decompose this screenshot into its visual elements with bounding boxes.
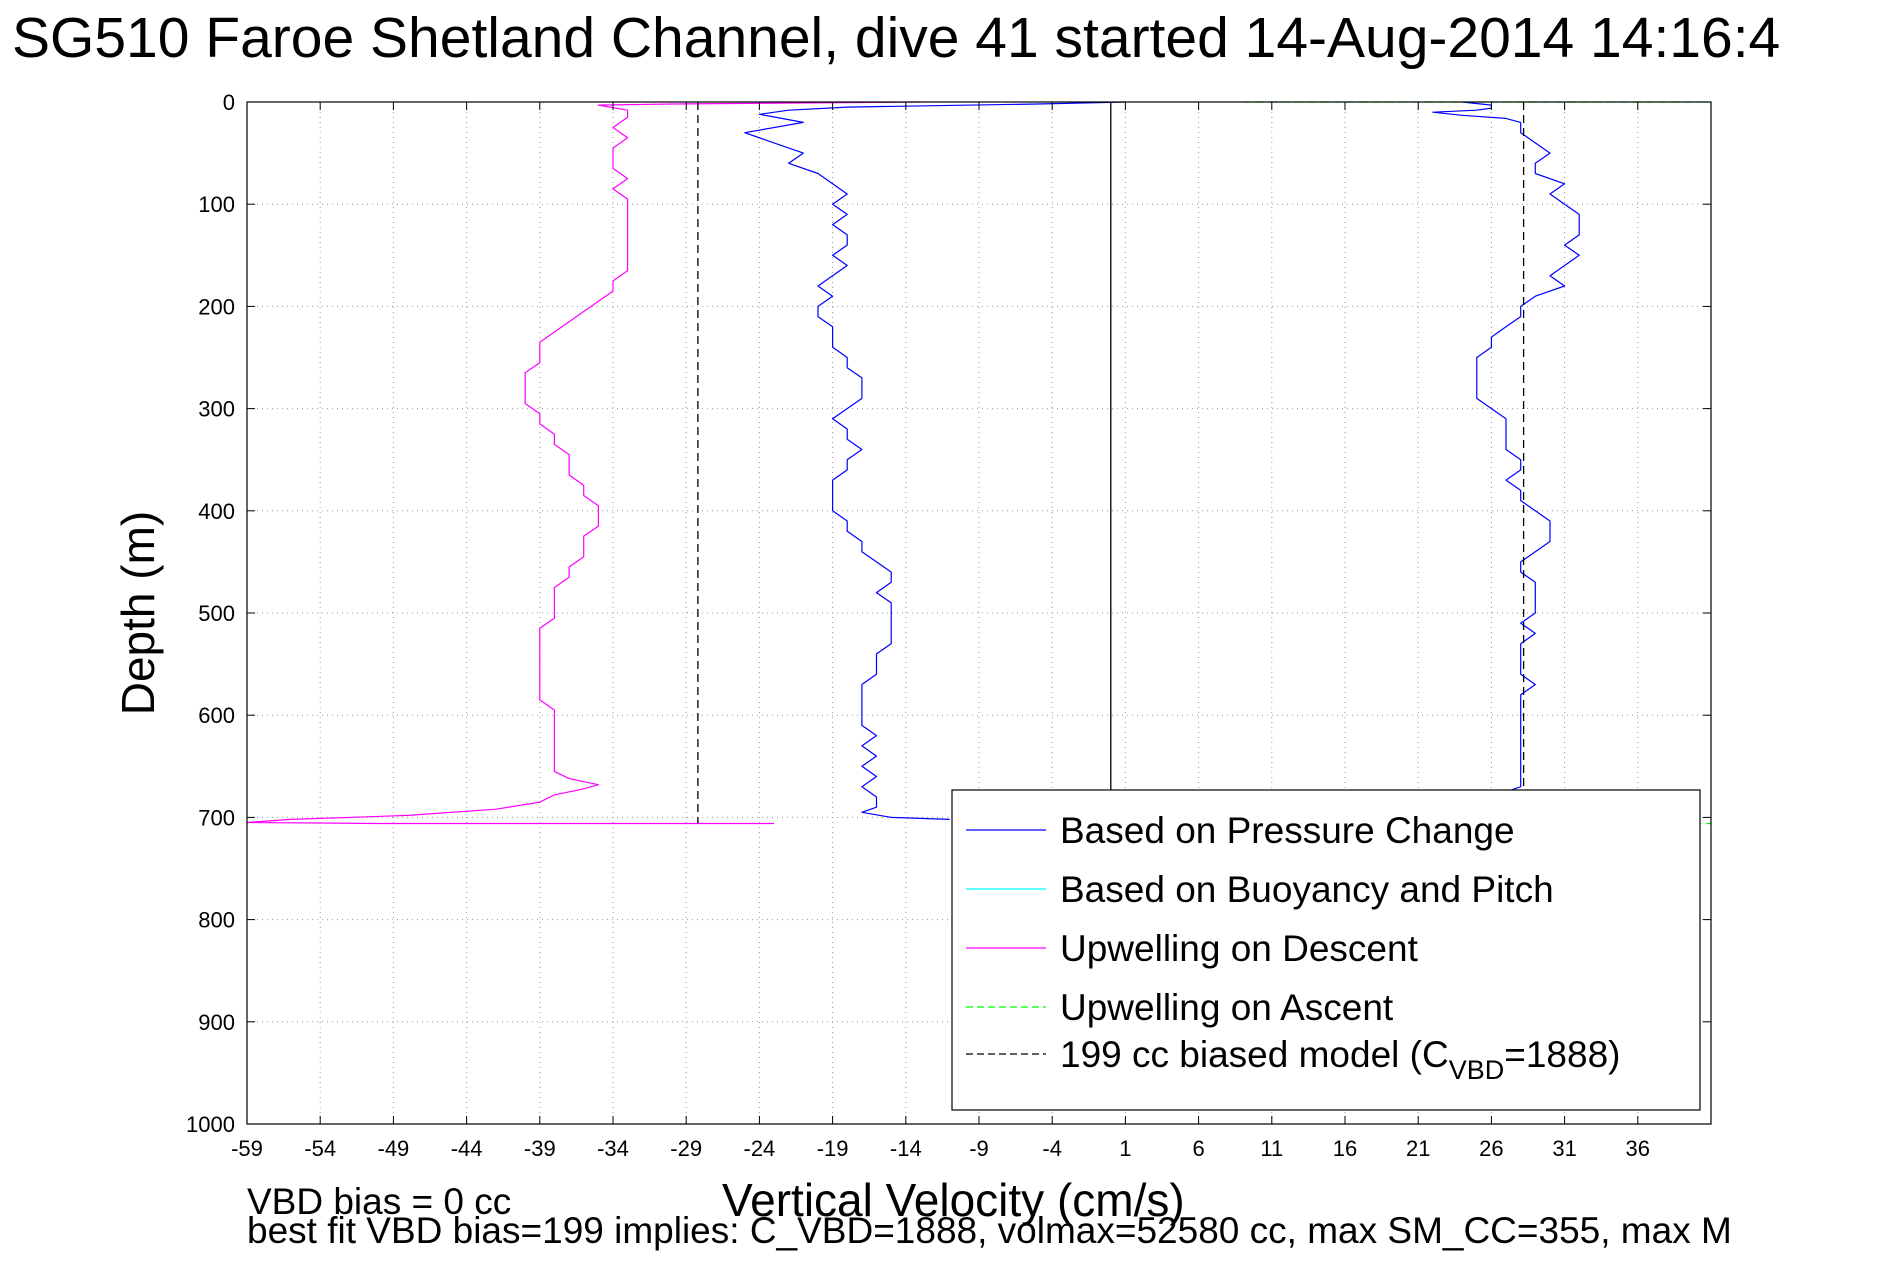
x-tick-label: -54 bbox=[304, 1136, 336, 1161]
x-tick-label: 16 bbox=[1333, 1136, 1357, 1161]
series-line-1 bbox=[1432, 101, 1580, 793]
x-tick-label: -9 bbox=[969, 1136, 989, 1161]
x-tick-label: 6 bbox=[1192, 1136, 1204, 1161]
y-tick-label: 400 bbox=[198, 499, 235, 524]
x-tick-label: 36 bbox=[1626, 1136, 1650, 1161]
y-tick-label: 1000 bbox=[186, 1112, 235, 1137]
legend-box bbox=[951, 789, 1701, 1111]
legend-label: Upwelling on Descent bbox=[1060, 928, 1419, 969]
axis-ticks: -59 -54 -49 -44 -39 -34 -29 -24 -19 -14 -9 -4 1 6 11 16… bbox=[186, 90, 1711, 1161]
chart-title: SG510 Faroe Shetland Channel, dive 41 st… bbox=[12, 6, 1781, 70]
x-tick-label: 21 bbox=[1406, 1136, 1430, 1161]
footer-vbd-bias: VBD bias = 0 cc bbox=[247, 1181, 512, 1222]
y-tick-label: 700 bbox=[198, 805, 235, 830]
x-tick-label: -4 bbox=[1042, 1136, 1062, 1161]
x-tick-label: -39 bbox=[524, 1136, 556, 1161]
legend-label: Based on Buoyancy and Pitch bbox=[1060, 869, 1554, 910]
y-tick-label: 500 bbox=[198, 601, 235, 626]
x-tick-label: 1 bbox=[1119, 1136, 1131, 1161]
footer-best-fit: best fit VBD bias=199 implies: C_VBD=188… bbox=[247, 1210, 1732, 1251]
y-tick-label: 0 bbox=[223, 90, 235, 115]
legend-label: Upwelling on Ascent bbox=[1060, 987, 1394, 1028]
y-tick-label: 800 bbox=[198, 908, 235, 933]
x-tick-label: -24 bbox=[744, 1136, 776, 1161]
x-tick-label: 26 bbox=[1479, 1136, 1503, 1161]
y-tick-label: 200 bbox=[198, 294, 235, 319]
legend-items: Based on Pressure Change Based on Buoyanc… bbox=[966, 810, 1620, 1085]
x-tick-label: -59 bbox=[231, 1136, 263, 1161]
x-tick-label: -14 bbox=[890, 1136, 922, 1161]
x-tick-label: -34 bbox=[597, 1136, 629, 1161]
x-axis-label: Vertical Velocity (cm/s) bbox=[722, 1174, 1185, 1226]
x-tick-label: -49 bbox=[378, 1136, 410, 1161]
x-tick-label: -19 bbox=[817, 1136, 849, 1161]
y-tick-label: 600 bbox=[198, 703, 235, 728]
legend-label: Based on Pressure Change bbox=[1060, 810, 1515, 851]
x-tick-label: 31 bbox=[1552, 1136, 1576, 1161]
legend: Based on Pressure Change Based on Buoyanc… bbox=[951, 789, 1701, 1111]
x-tick-label: 11 bbox=[1260, 1136, 1283, 1161]
legend-label: 199 cc biased model (CVBD=1888) bbox=[1060, 1034, 1620, 1085]
y-tick-label: 100 bbox=[198, 192, 235, 217]
y-axis-label: Depth (m) bbox=[112, 511, 164, 715]
y-tick-label: 900 bbox=[198, 1010, 235, 1035]
x-tick-label: -29 bbox=[670, 1136, 702, 1161]
x-tick-label: -44 bbox=[451, 1136, 483, 1161]
series-line-0 bbox=[744, 101, 1126, 820]
series-line-2 bbox=[246, 101, 921, 825]
y-tick-label: 300 bbox=[198, 397, 235, 422]
